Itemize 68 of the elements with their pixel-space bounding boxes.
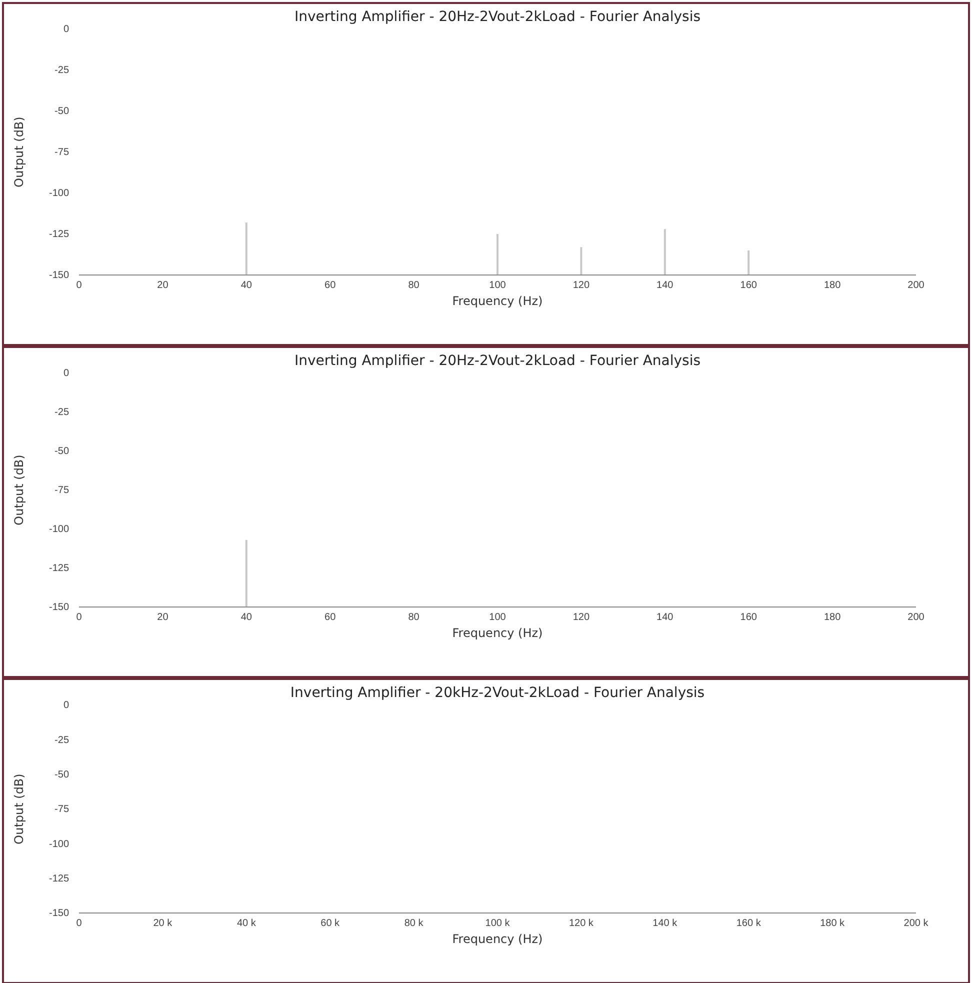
x-tick-label: 80 — [408, 280, 420, 292]
x-tick-label: 140 — [656, 612, 674, 624]
x-axis-title: Frequency (Hz) — [452, 626, 543, 640]
x-tick-label: 80 k — [404, 918, 424, 930]
x-tick-label: 120 k — [568, 918, 594, 930]
x-tick-label: 40 k — [236, 918, 257, 930]
bar — [245, 222, 248, 275]
y-axis-title: Output (dB) — [12, 454, 26, 526]
x-tick-label: 60 — [324, 612, 336, 624]
y-tick-label: -75 — [54, 147, 70, 158]
x-tick-label: 120 — [572, 280, 590, 292]
x-tick-label: 180 — [824, 612, 842, 624]
y-tick-label: -75 — [54, 804, 70, 816]
bar — [496, 234, 498, 275]
y-tick-label: -125 — [48, 229, 70, 240]
y-tick-label: -100 — [48, 188, 70, 200]
y-tick-label: 0 — [63, 700, 70, 712]
y-tick-label: -25 — [54, 407, 70, 418]
chart-title: Inverting Amplifier - 20Hz-2Vout-2kLoad - Fourier Analysis — [294, 353, 701, 369]
y-tick-label: -150 — [48, 908, 70, 920]
x-tick-label: 140 k — [652, 918, 678, 930]
bar — [748, 250, 750, 275]
y-tick-label: 0 — [63, 24, 70, 36]
x-tick-label: 100 — [489, 612, 506, 624]
x-tick-label: 180 — [824, 280, 842, 292]
chart-title: Inverting Amplifier - 20Hz-2Vout-2kLoad - Fourier Analysis — [294, 9, 701, 25]
y-tick-label: -25 — [54, 734, 70, 746]
y-axis-title: Output (dB) — [12, 774, 26, 844]
y-axis-title: Output (dB) — [12, 116, 26, 188]
x-tick-label: 100 — [489, 280, 506, 292]
x-tick-label: 0 — [76, 612, 82, 624]
chart-title: Inverting Amplifier - 20kHz-2Vout-2kLoad - Fourier Analysis — [290, 685, 705, 701]
x-tick-label: 100 k — [485, 918, 511, 930]
y-tick-label: -150 — [48, 270, 70, 282]
x-axis-title: Frequency (Hz) — [452, 932, 543, 946]
y-tick-label: -25 — [54, 65, 70, 76]
y-tick-label: -100 — [48, 838, 70, 850]
x-tick-label: 20 — [157, 280, 169, 292]
x-tick-label: 180 k — [820, 918, 846, 930]
x-tick-label: 200 — [908, 612, 925, 624]
x-tick-label: 20 k — [153, 918, 174, 930]
x-tick-label: 60 — [324, 280, 336, 292]
y-tick-label: -50 — [54, 770, 70, 781]
x-tick-label: 40 — [240, 280, 252, 292]
x-tick-label: 140 — [656, 280, 674, 292]
y-tick-label: -125 — [48, 874, 70, 885]
x-tick-label: 160 k — [736, 918, 762, 930]
x-tick-label: 0 — [76, 280, 82, 292]
x-tick-label: 160 — [740, 612, 758, 624]
x-axis-title: Frequency (Hz) — [452, 294, 543, 308]
bar — [664, 229, 666, 275]
x-tick-label: 20 — [157, 612, 169, 624]
x-tick-label: 60 k — [320, 918, 341, 930]
y-tick-label: -100 — [48, 524, 70, 536]
x-tick-label: 80 — [408, 612, 420, 624]
x-tick-label: 200 — [908, 280, 925, 292]
y-tick-label: -150 — [48, 602, 70, 614]
x-tick-label: 40 — [240, 612, 252, 624]
y-tick-label: 0 — [63, 368, 70, 380]
x-tick-label: 120 — [572, 612, 590, 624]
x-tick-label: 200 k — [904, 918, 930, 930]
y-tick-label: -125 — [48, 563, 70, 574]
bar — [580, 247, 582, 275]
x-tick-label: 160 — [740, 280, 758, 292]
x-tick-label: 0 — [76, 918, 82, 930]
y-tick-label: -50 — [54, 106, 70, 118]
y-tick-label: -50 — [54, 446, 70, 458]
y-tick-label: -75 — [54, 485, 70, 496]
